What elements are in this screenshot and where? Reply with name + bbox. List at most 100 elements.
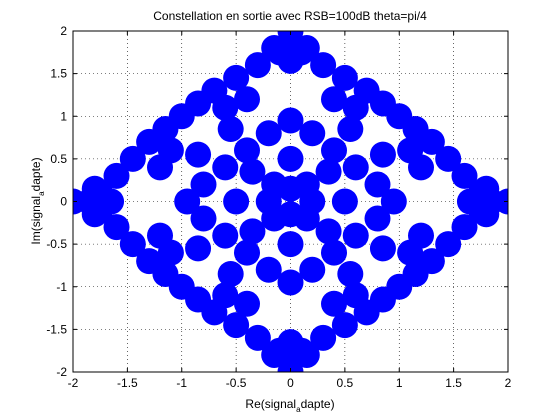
data-point	[152, 260, 179, 287]
data-point	[185, 90, 212, 117]
data-point	[315, 218, 342, 245]
data-point	[239, 218, 266, 245]
data-point	[152, 116, 179, 143]
data-point	[369, 90, 396, 117]
data-point	[244, 52, 271, 79]
data-point	[369, 141, 396, 168]
data-point	[277, 201, 304, 228]
data-point	[255, 120, 282, 147]
y-axis-label-main: Im(signal	[29, 196, 43, 245]
data-point	[234, 137, 260, 164]
y-axis-label-rest: dapte)	[29, 157, 43, 191]
data-point	[315, 158, 342, 185]
data-point	[223, 64, 250, 91]
data-point	[255, 256, 282, 283]
data-point	[234, 86, 260, 113]
x-tick-label: 2	[505, 376, 512, 390]
x-tick-label: 0.5	[337, 376, 354, 390]
data-point	[369, 286, 396, 313]
x-tick-label: -1.5	[117, 376, 138, 390]
data-point	[364, 171, 391, 198]
data-point	[467, 197, 494, 224]
data-point	[212, 222, 239, 249]
data-point	[212, 282, 239, 309]
y-axis-label-subscript: a	[37, 191, 46, 196]
data-point	[408, 154, 434, 181]
data-point	[364, 205, 391, 232]
data-point	[277, 107, 304, 134]
data-point	[266, 337, 293, 364]
x-axis-label-subscript: a	[296, 405, 301, 414]
data-point	[190, 205, 217, 232]
y-tick-label: -2	[56, 365, 67, 379]
data-point	[337, 260, 364, 287]
data-point	[299, 188, 326, 215]
data-point	[310, 52, 337, 79]
axis-ticks: -2 -1.5 -1 -0.5 0 0.5 1 1.5 2 -2 -1.5 -1 -0.5 0 0.5 1 1.…	[46, 24, 511, 390]
x-tick-label: -2	[68, 376, 79, 390]
data-point	[174, 188, 201, 215]
data-point	[299, 120, 326, 147]
data-point	[277, 231, 304, 258]
x-axis-label: Re(signaladapte)	[245, 397, 334, 414]
data-point	[217, 260, 244, 287]
data-point	[103, 214, 130, 241]
y-tick-label: 2	[60, 24, 67, 38]
data-point	[380, 188, 407, 215]
data-point	[103, 162, 130, 189]
data-point	[185, 286, 212, 313]
data-point	[408, 222, 434, 249]
data-point	[223, 188, 250, 215]
data-point	[234, 290, 260, 317]
data-point	[451, 214, 478, 241]
data-point	[342, 282, 369, 309]
data-point	[321, 137, 347, 164]
x-tick-label: 1.5	[445, 376, 462, 390]
y-tick-label: -1	[56, 280, 67, 294]
chart-title: Constellation en sortie avec RSB=100dB t…	[153, 9, 427, 23]
data-point	[119, 145, 146, 172]
x-tick-label: 0	[287, 376, 294, 390]
y-axis-label: Im(signaladapte)	[29, 157, 46, 244]
data-point	[321, 86, 347, 113]
data-point	[435, 145, 462, 172]
data-point	[299, 256, 326, 283]
data-point	[244, 324, 271, 351]
data-point	[342, 94, 369, 121]
data-point	[119, 231, 146, 258]
data-point	[266, 39, 293, 66]
data-point	[147, 222, 173, 249]
data-point	[337, 116, 364, 143]
x-axis-label-rest: dapte)	[301, 397, 335, 411]
data-points	[73, 31, 508, 372]
y-tick-label: 1	[60, 109, 67, 123]
data-point	[87, 197, 114, 224]
y-tick-label: 0	[60, 195, 67, 209]
data-point	[212, 94, 239, 121]
y-tick-label: 0.5	[50, 152, 67, 166]
x-tick-label: -0.5	[226, 376, 247, 390]
data-point	[331, 64, 358, 91]
data-point	[147, 154, 173, 181]
y-tick-label: 1.5	[50, 67, 67, 81]
data-point	[217, 116, 244, 143]
data-point	[277, 269, 304, 296]
data-point	[277, 145, 304, 172]
data-point	[185, 235, 212, 262]
x-tick-label: 1	[396, 376, 403, 390]
data-point	[190, 171, 217, 198]
data-point	[402, 116, 429, 143]
data-point	[223, 312, 250, 339]
y-tick-label: -1.5	[46, 322, 67, 336]
data-point	[239, 158, 266, 185]
y-tick-label: -0.5	[46, 237, 67, 251]
data-point	[369, 235, 396, 262]
data-point	[321, 290, 347, 317]
data-point	[234, 239, 260, 266]
data-point	[288, 337, 315, 364]
data-point	[331, 312, 358, 339]
data-point	[435, 231, 462, 258]
x-axis-label-main: Re(signal	[245, 397, 296, 411]
